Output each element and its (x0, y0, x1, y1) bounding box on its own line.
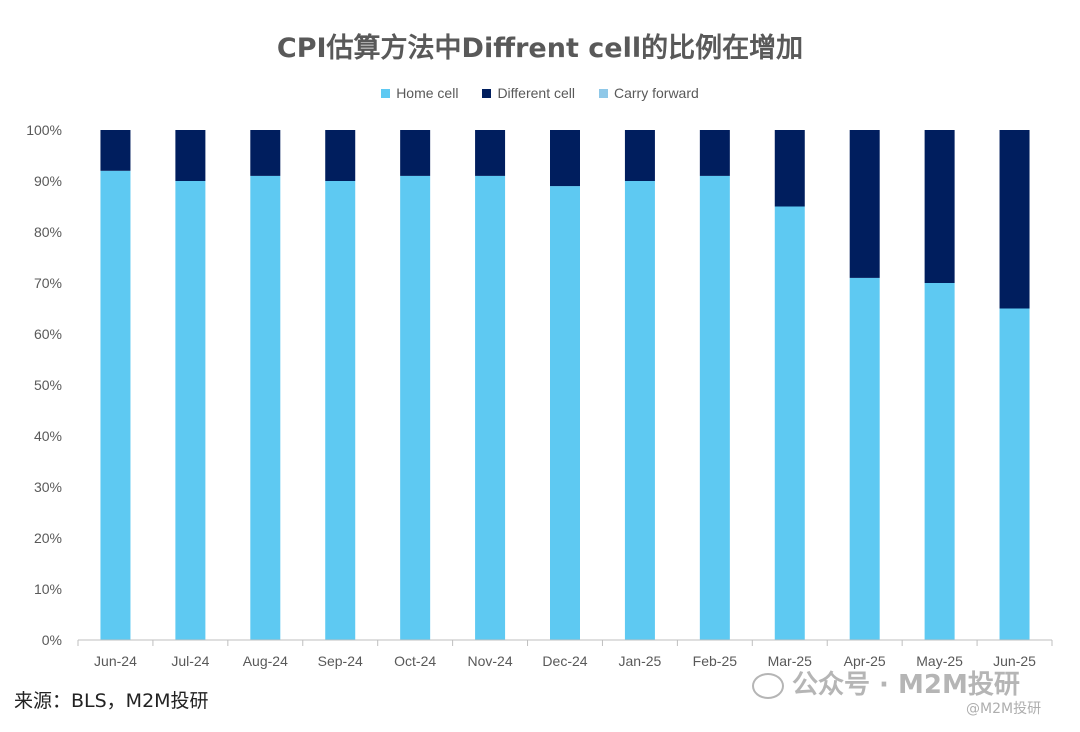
y-tick-label: 100% (26, 122, 62, 138)
bar-home-cell (400, 175, 431, 640)
source-note: 来源：BLS，M2M投研 (14, 690, 209, 712)
bar-home-cell (100, 170, 131, 641)
bar-home-cell (475, 175, 506, 640)
bar-home-cell (624, 181, 655, 640)
y-tick-label: 60% (34, 326, 62, 342)
wechat-icon (752, 672, 784, 699)
y-tick-label: 90% (34, 173, 62, 189)
bar-different-cell (924, 130, 955, 283)
legend-swatch-carry-forward (599, 88, 608, 98)
x-tick-label: Jul-24 (171, 653, 209, 669)
bar-different-cell (475, 130, 506, 176)
bar-different-cell (849, 130, 880, 278)
bar-home-cell (175, 181, 206, 640)
legend-swatch-home-cell (381, 88, 391, 98)
y-tick-label: 70% (34, 275, 62, 291)
y-tick-label: 30% (34, 479, 62, 495)
legend-label-home-cell: Home cell (396, 85, 459, 101)
watermark: 公众号 · M2M投研 (752, 664, 1020, 701)
bar-home-cell (699, 175, 730, 640)
legend-swatch-different-cell (482, 88, 492, 98)
x-tick-label: Sep-24 (318, 653, 363, 669)
x-tick-label: Jun-25 (993, 653, 1036, 669)
bar-home-cell (250, 175, 281, 640)
chart-title: CPI估算方法中Diffrent cell的比例在增加 (276, 33, 804, 64)
y-tick-label: 50% (34, 377, 62, 393)
legend-item-carry-forward: Carry forward (599, 85, 699, 101)
chart-legend: Home cell Different cell Carry forward (0, 85, 1080, 101)
bar-different-cell (624, 130, 655, 181)
bar-different-cell (250, 130, 281, 176)
x-tick-label: Apr-25 (844, 653, 886, 669)
bar-home-cell (325, 181, 356, 640)
y-tick-label: 10% (34, 581, 62, 597)
bar-home-cell (849, 277, 880, 640)
x-tick-label: Jan-25 (619, 653, 662, 669)
bar-home-cell (774, 206, 805, 640)
bar-different-cell (999, 130, 1030, 309)
bar-different-cell (550, 130, 580, 187)
bar-home-cell (999, 308, 1030, 640)
bar-different-cell (175, 130, 206, 181)
watermark-handle: @M2M投研 (966, 701, 1042, 717)
legend-item-different-cell: Different cell (482, 85, 575, 101)
x-tick-label: Dec-24 (542, 653, 587, 669)
x-tick-label: Aug-24 (243, 653, 288, 669)
x-tick-label: Mar-25 (768, 653, 813, 669)
watermark-text: 公众号 · M2M投研 (792, 670, 1020, 700)
y-tick-label: 40% (34, 428, 62, 444)
bar-different-cell (400, 130, 431, 176)
x-tick-label: Nov-24 (468, 653, 513, 669)
legend-item-home-cell: Home cell (381, 85, 458, 101)
x-tick-label: Oct-24 (394, 653, 436, 669)
y-tick-label: 80% (34, 224, 62, 240)
x-tick-label: Jun-24 (94, 653, 137, 669)
bar-different-cell (100, 130, 131, 171)
legend-label-different-cell: Different cell (497, 85, 575, 101)
bar-different-cell (699, 130, 730, 176)
bar-home-cell (924, 283, 955, 640)
x-tick-label: May-25 (916, 653, 963, 669)
x-tick-label: Feb-25 (693, 653, 738, 669)
bar-different-cell (325, 130, 356, 181)
legend-label-carry-forward: Carry forward (614, 85, 699, 101)
y-tick-label: 20% (34, 530, 62, 546)
y-tick-label: 0% (42, 632, 62, 648)
bar-different-cell (774, 130, 805, 207)
bar-home-cell (550, 186, 580, 640)
